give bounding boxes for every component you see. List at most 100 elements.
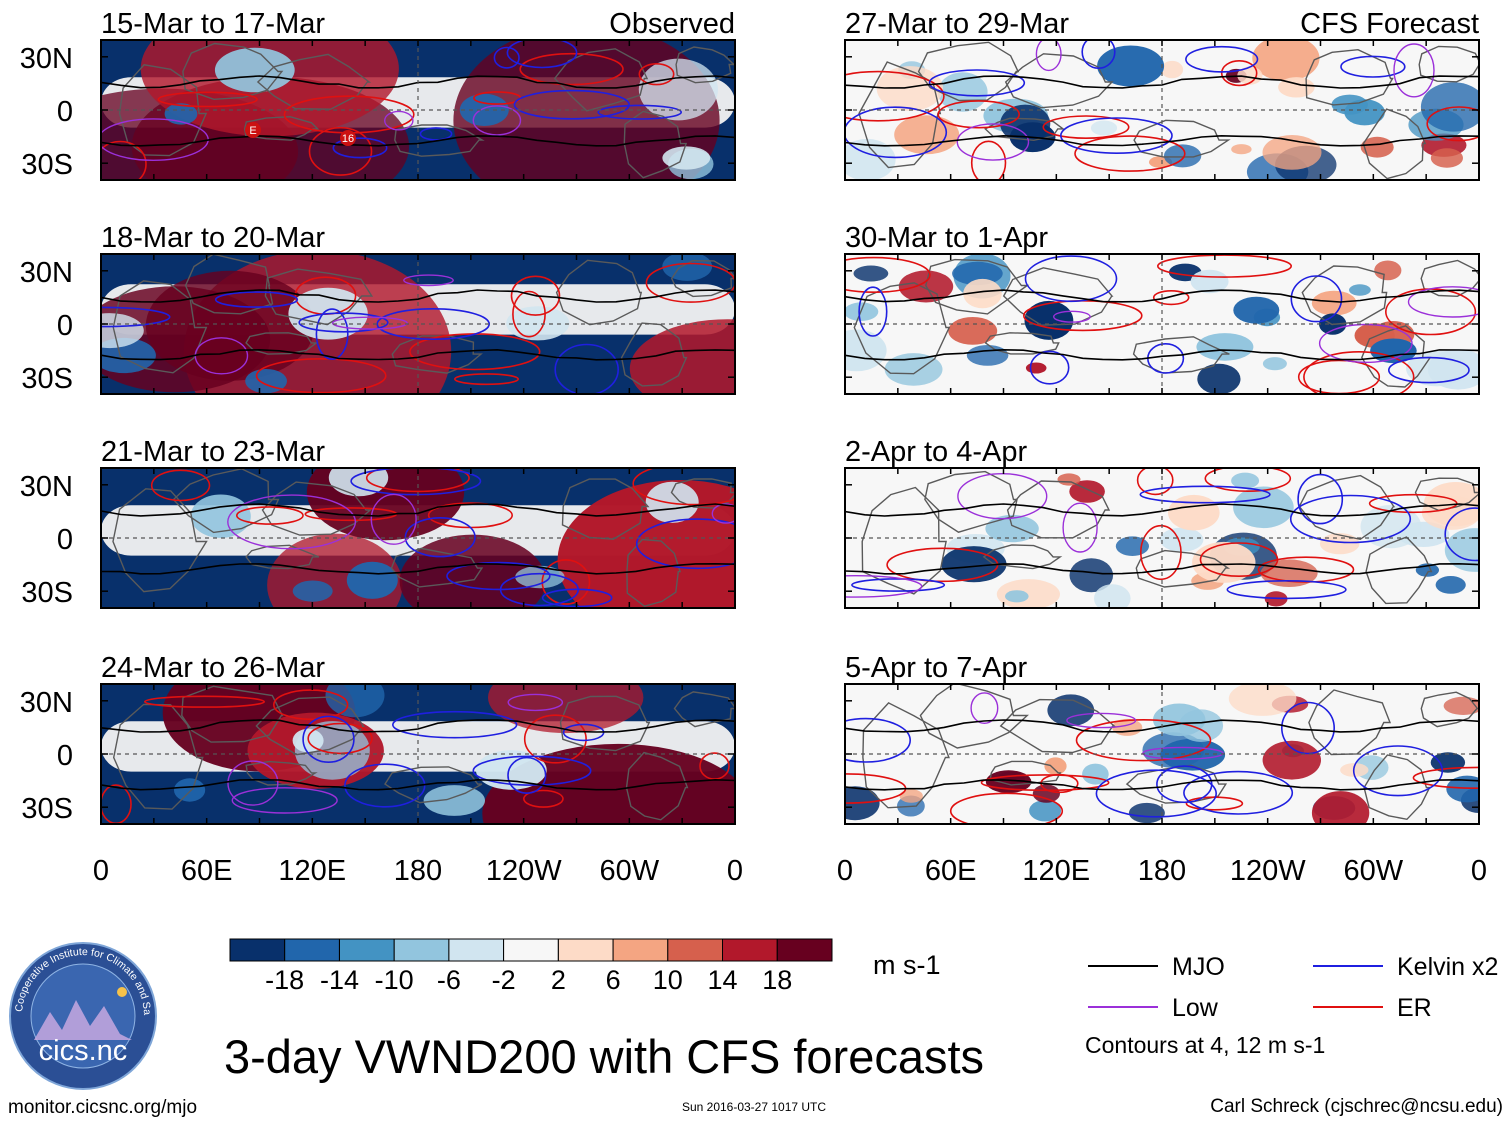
wind-anomaly-blob [515,565,565,589]
wave-contour [235,506,304,525]
wave-contour [404,516,476,558]
wave-contour [332,137,388,159]
wave-contour [845,70,945,122]
coastline [243,115,320,141]
map-panel-8: 5-Apr to 7-Apr [844,652,1480,825]
colorbar-tick-label: -10 [375,965,414,995]
wind-anomaly-blob [164,103,198,125]
coastline [675,46,735,84]
wave-contour [1060,117,1173,155]
wave-contour [1185,45,1259,73]
lat-tick-label: 30S [21,577,73,609]
mjo-contour [101,503,735,517]
panel-period-title: 30-Mar to 1-Apr [845,222,1048,254]
wind-anomaly-blob [662,146,711,170]
wave-contour [472,755,592,786]
wind-anomaly-blob [328,468,389,497]
wind-anomaly-blob [1446,775,1479,803]
wind-anomaly-blob [1196,333,1254,361]
lon-tick-label: 0 [1471,855,1487,887]
wind-anomaly-blob [459,93,509,126]
wave-contour [1185,796,1244,811]
wave-contour [1393,43,1435,98]
coastline [112,280,208,374]
wave-contour [1352,745,1444,797]
wave-contour [144,695,266,708]
wave-contour [392,710,518,739]
panel-period-title: 21-Mar to 23-Mar [101,436,325,468]
storm-marker-dot [340,130,356,146]
wind-anomaly-blob [1444,528,1479,572]
wave-contour [101,306,171,328]
wind-anomaly-blob [1197,363,1241,394]
wave-contour [302,715,355,763]
colorbar-swatch [229,938,286,962]
wave-contour [507,756,547,795]
wave-contour [632,468,735,506]
wave-contour [845,717,911,763]
wind-anomaly-blob [506,306,570,341]
lon-tick-label: 60W [599,855,659,887]
colorbar-tick-label: -2 [492,965,516,995]
wave-contour [1081,40,1116,69]
lat-tick-label: 30N [20,43,73,75]
logo-sun [117,987,127,997]
colorbar-swatch [284,938,340,962]
wave-contour [472,105,522,136]
coastline [390,547,484,588]
storm-marker-label: 16 [342,133,354,145]
wind-anomaly-blob [1349,284,1371,296]
coastline [1420,691,1479,728]
wind-anomaly-blob [1069,558,1114,593]
panel-period-title: 24-Mar to 26-Mar [101,652,325,684]
legend-label: Kelvin x2 [1397,953,1498,981]
coastline [623,110,688,179]
lat-tick-label: 30N [20,687,73,719]
wind-anomaly-blob [876,66,944,111]
mjo-contour [101,778,735,791]
wave-contour [635,518,735,570]
colorbar-tick-label: -6 [437,965,461,995]
wave-contour [1289,494,1412,544]
wave-contour [227,760,279,806]
lon-tick-label: 60E [181,855,233,887]
wind-anomaly-blob [966,345,1009,366]
legend-entry: ER [1313,994,1432,1022]
wind-anomaly-blob [1319,533,1360,555]
wave-contour [858,286,888,337]
wave-contour [510,275,561,316]
wave-contour [255,358,387,394]
coastline [256,53,372,110]
lon-tick-label: 180 [1138,855,1186,887]
author-credit: Carl Schreck (cjschrec@ncsu.edu) [1210,1096,1503,1117]
wave-contour [949,792,1064,824]
wave-contour [1136,468,1174,496]
wave-contour [376,307,491,340]
wave-contour [365,468,470,493]
wind-field [101,40,735,180]
wind-anomaly-blob [985,514,1039,543]
map-panel-1: 15-Mar to 17-Mar Observed 30N 0 30S E 16 [20,8,736,181]
coastline [1006,480,1111,539]
wind-anomaly-blob [1262,740,1322,780]
wind-anomaly-blob [1233,296,1280,324]
wave-contour [645,262,735,303]
logo-mountains [34,1000,132,1040]
mjo-contour [101,348,735,361]
mjo-contour [101,719,735,733]
legend-entry: Low [1088,994,1219,1022]
wind-anomaly-blob [1161,60,1184,79]
legend-label: Low [1172,994,1219,1022]
coastline [264,268,374,326]
legend-note: Contours at 4, 12 m s-1 [1085,1032,1325,1058]
wave-contour [1156,765,1213,804]
coastline [391,335,483,374]
wind-anomaly-blob [1057,473,1081,486]
colorbar-swatch [448,938,505,962]
colorbar-tick-label: 2 [551,965,566,995]
wind-anomaly-blob [1005,590,1029,603]
lon-tick-label: 0 [837,855,853,887]
mjo-contour [101,562,735,575]
wind-anomaly-blob [1435,576,1466,594]
source-url[interactable]: monitor.cicsnc.org/mjo [8,1097,197,1118]
